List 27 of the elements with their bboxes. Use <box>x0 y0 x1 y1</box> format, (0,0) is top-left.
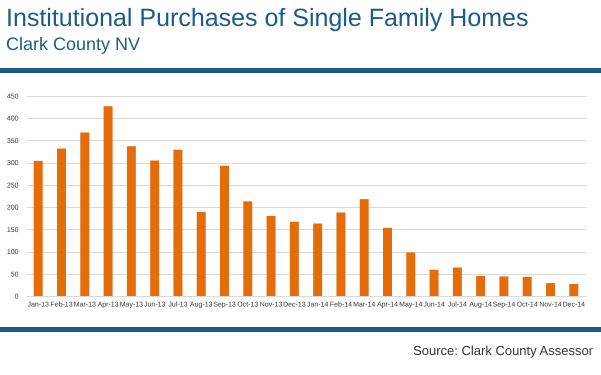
bar <box>406 252 416 296</box>
bar <box>126 146 136 296</box>
bar <box>336 212 346 296</box>
bar <box>360 199 369 296</box>
bar <box>522 276 532 296</box>
bar <box>34 160 43 296</box>
bar <box>569 284 578 296</box>
bar <box>173 150 182 296</box>
bar <box>313 224 322 296</box>
bar <box>80 132 90 296</box>
bar <box>104 106 113 296</box>
bar <box>57 148 66 296</box>
chart-subtitle: Clark County NV <box>6 34 140 55</box>
bar <box>290 222 299 296</box>
bar <box>382 228 392 296</box>
bar <box>430 270 439 296</box>
bar <box>546 283 555 296</box>
bar <box>196 212 206 296</box>
bar <box>243 201 252 296</box>
bar <box>220 166 230 296</box>
bar <box>266 216 276 296</box>
source-note: Source: Clark County Assessor <box>413 343 593 358</box>
bar <box>499 276 508 296</box>
bar <box>452 268 462 296</box>
bar <box>476 276 486 296</box>
chart-title: Institutional Purchases of Single Family Homes <box>6 4 528 33</box>
bar <box>150 160 160 296</box>
